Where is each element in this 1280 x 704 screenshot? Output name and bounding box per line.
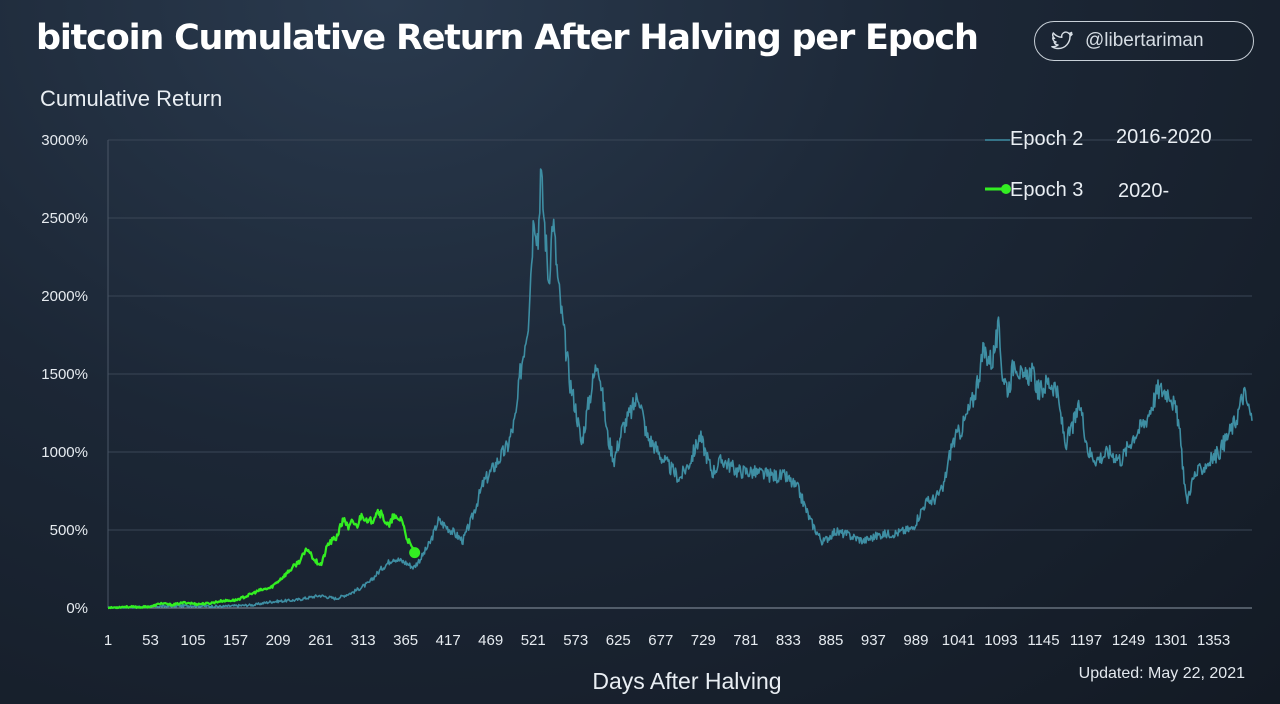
x-tick-label: 261	[308, 632, 333, 649]
y-tick-label: 500%	[50, 522, 88, 539]
legend: Epoch 2 2016-2020 Epoch 3 2020-	[985, 126, 1212, 202]
x-tick-label: 313	[351, 632, 376, 649]
series-line-epoch-2	[107, 168, 1253, 609]
series-line-epoch-3	[107, 508, 416, 610]
x-tick-label: 521	[521, 632, 546, 649]
x-tick-label: 1249	[1112, 632, 1145, 649]
twitter-handle-badge[interactable]: @libertariman	[1034, 21, 1254, 61]
x-tick-label: 989	[903, 632, 928, 649]
y-tick-label: 2000%	[41, 288, 88, 305]
x-tick-label: 677	[648, 632, 673, 649]
x-tick-label: 1041	[942, 632, 975, 649]
legend-label-epoch-3: Epoch 3	[1010, 179, 1083, 201]
y-tick-label: 2500%	[41, 210, 88, 227]
x-tick-label: 365	[393, 632, 418, 649]
x-tick-label: 1301	[1154, 632, 1187, 649]
x-tick-label: 1145	[1027, 632, 1059, 649]
x-axis-label: Days After Halving	[592, 668, 782, 694]
x-tick-label: 1	[104, 632, 112, 649]
x-tick-label: 157	[223, 632, 248, 649]
x-tick-label: 1093	[984, 632, 1017, 649]
x-tick-label: 105	[181, 632, 206, 649]
x-tick-label: 625	[606, 632, 631, 649]
updated-date: Updated: May 22, 2021	[1078, 665, 1245, 682]
y-tick-label: 0%	[66, 600, 88, 617]
y-tick-label: 1500%	[41, 366, 88, 383]
x-tick-label: 53	[142, 632, 159, 649]
x-tick-label: 1197	[1070, 632, 1102, 649]
x-tick-label: 937	[861, 632, 886, 649]
y-tick-label: 1000%	[41, 444, 88, 461]
legend-period-epoch-2: 2016-2020	[1116, 126, 1212, 148]
x-tick-label: 781	[733, 632, 758, 649]
chart-title: bitcoin Cumulative Return After Halving …	[36, 18, 979, 58]
series-lines	[107, 168, 1253, 610]
x-tick-label: 209	[266, 632, 291, 649]
epoch-3-last-point	[409, 547, 421, 559]
x-tick-label: 573	[563, 632, 588, 649]
handle-text: @libertariman	[1085, 30, 1204, 51]
y-tick-label: 3000%	[41, 132, 88, 149]
y-tick-labels: 0% 500% 1000% 1500% 2000% 2500% 3000%	[41, 132, 88, 617]
grid-lines	[107, 139, 1252, 609]
y-axis-label: Cumulative Return	[40, 86, 223, 111]
x-tick-label: 1353	[1197, 632, 1230, 649]
x-tick-label: 417	[436, 632, 461, 649]
x-tick-label: 885	[818, 632, 843, 649]
x-tick-labels: 1 53 105 157 209 261 313 365 417 469 521 573 625 677 7…	[104, 632, 1230, 649]
legend-marker-epoch-3	[1001, 184, 1011, 194]
x-tick-label: 833	[776, 632, 801, 649]
x-tick-label: 729	[691, 632, 716, 649]
legend-label-epoch-2: Epoch 2	[1010, 128, 1083, 150]
x-tick-label: 469	[478, 632, 503, 649]
twitter-bird-icon	[1051, 31, 1073, 50]
legend-period-epoch-3: 2020-	[1118, 180, 1169, 202]
